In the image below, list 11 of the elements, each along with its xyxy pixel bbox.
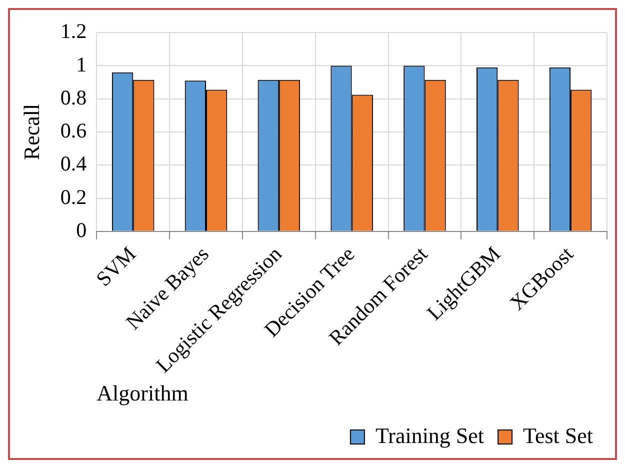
y-tick-label: 0.4 <box>60 152 88 176</box>
x-axis-title: Algorithm <box>96 380 188 406</box>
y-tick-label: 0 <box>76 218 87 242</box>
legend-label: Training Set <box>375 422 484 448</box>
y-tick-label: 0.8 <box>60 85 87 110</box>
y-tick-label: 0.6 <box>60 118 87 143</box>
y-tick-label: 1.2 <box>60 19 87 44</box>
legend-label: Test Set <box>523 422 593 448</box>
y-axis-title: Recall <box>18 104 44 160</box>
y-tick-label: 1 <box>76 52 87 76</box>
y-tick-label: 0.2 <box>60 184 87 209</box>
